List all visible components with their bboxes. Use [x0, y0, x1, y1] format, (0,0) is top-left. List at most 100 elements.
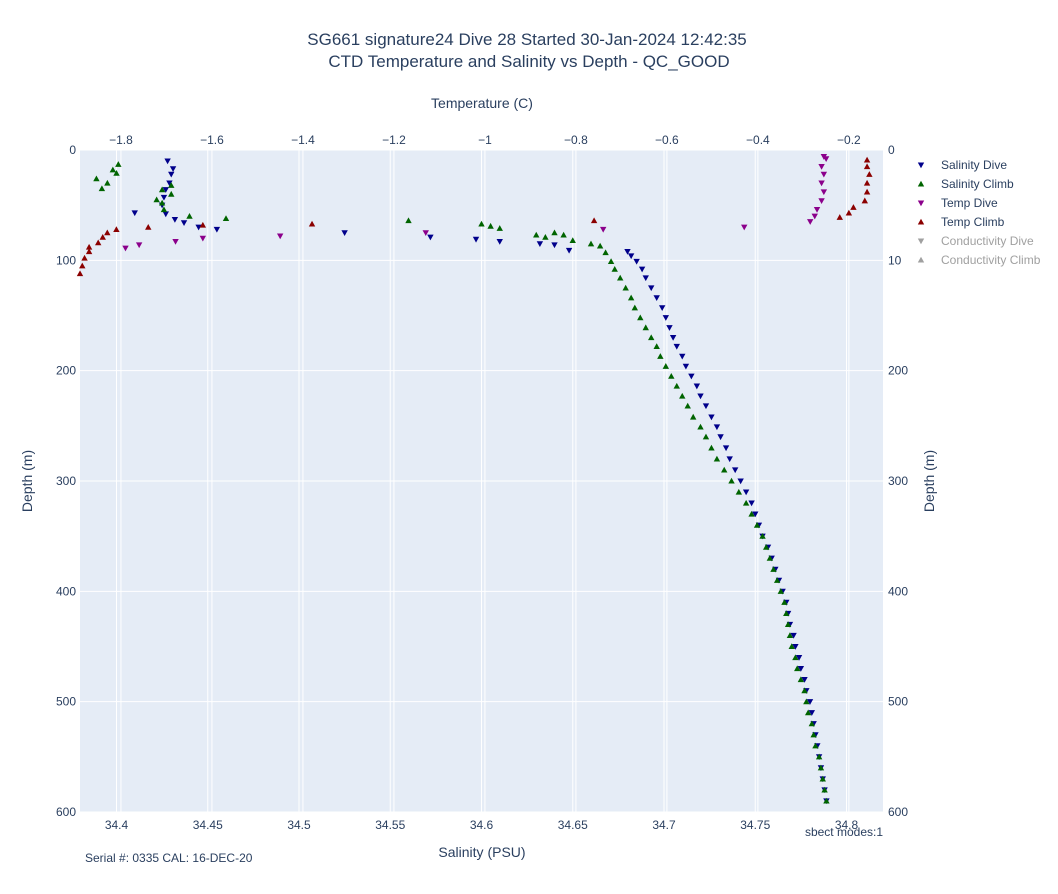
- depth-tick-label-right: 0: [888, 143, 895, 157]
- legend-item-conductivity-climb[interactable]: Conductivity Climb: [917, 253, 1041, 267]
- legend-marker-conductivity-dive: [917, 238, 925, 245]
- salinity-climb-point: [777, 588, 784, 594]
- depth-tick-labels-right: 0 10 200 300 400 500 600: [888, 143, 908, 819]
- salinity-climb-point: [642, 324, 649, 331]
- temp-dive-point: [818, 198, 825, 204]
- salinity-climb-point: [115, 161, 122, 167]
- temp-climb-point: [113, 226, 120, 232]
- temp-climb-point: [863, 179, 871, 186]
- temperature-tick-label: −1.6: [200, 133, 224, 147]
- depth-tick-label-right: 600: [888, 805, 908, 819]
- legend-item-temp-climb[interactable]: Temp Climb: [917, 215, 1005, 229]
- salinity-climb-point: [405, 217, 412, 224]
- salinity-climb-point: [93, 175, 100, 182]
- salinity-climb-point: [627, 294, 635, 301]
- salinity-dive-point: [679, 353, 686, 360]
- salinity-dive-point: [638, 266, 646, 273]
- salinity-climb-point: [222, 215, 230, 221]
- temp-climb-point: [79, 262, 86, 269]
- salinity-climb-point: [662, 363, 670, 369]
- salinity-climb-point: [560, 231, 567, 238]
- salinity-climb-point: [808, 720, 816, 727]
- legend-label-conductivity-dive: Conductivity Dive: [941, 234, 1034, 248]
- salinity-climb-point: [607, 258, 615, 264]
- salinity-dive-point: [472, 236, 480, 243]
- salinity-climb-point: [773, 577, 781, 583]
- serial-cal-note: Serial #: 0335 CAL: 16-DEC-20: [85, 851, 253, 865]
- salinity-tick-label: 34.75: [740, 818, 770, 832]
- salinity-climb-point: [797, 676, 805, 683]
- temperature-tick-label: −0.6: [655, 133, 679, 147]
- depth-axis-title-left: Depth (m): [19, 450, 35, 512]
- salinity-dive-point: [496, 239, 503, 245]
- salinity-climb-point: [792, 654, 799, 661]
- salinity-dive-point: [648, 285, 655, 292]
- salinity-dive-point: [702, 403, 710, 410]
- salinity-tick-label: 34.8: [835, 818, 859, 832]
- salinity-dive-point: [737, 478, 744, 485]
- salinity-climb-point: [823, 797, 830, 804]
- salinity-climb-point: [817, 764, 825, 771]
- salinity-dive-point: [726, 456, 733, 463]
- temp-dive-point: [135, 242, 143, 249]
- salinity-climb-point: [812, 742, 819, 749]
- salinity-climb-point: [713, 455, 721, 462]
- temp-climb-point: [836, 214, 843, 220]
- salinity-dive-point: [797, 666, 805, 672]
- salinity-dive-point: [164, 158, 171, 165]
- legend-item-temp-dive[interactable]: Temp Dive: [917, 196, 998, 210]
- salinity-dive-point: [169, 166, 177, 172]
- salinity-climb-point: [611, 265, 618, 272]
- salinity-climb-point: [496, 225, 503, 231]
- salinity-climb-point: [113, 169, 120, 176]
- salinity-climb-point: [748, 510, 755, 517]
- salinity-tick-label: 34.6: [470, 818, 494, 832]
- temp-dive-point: [813, 207, 821, 213]
- temp-climb-point: [85, 248, 93, 255]
- temp-climb-point: [76, 270, 84, 277]
- salinity-climb-point: [478, 220, 485, 227]
- salinity-climb-point: [801, 687, 808, 694]
- salinity-dive-point: [688, 373, 695, 380]
- salinity-climb-point: [794, 665, 801, 672]
- temp-climb-point: [861, 197, 869, 204]
- depth-tick-label-right: 300: [888, 474, 908, 488]
- depth-tick-label-left: 500: [56, 695, 76, 709]
- temp-dive-point: [122, 245, 129, 252]
- depth-tick-label-left: 200: [56, 364, 76, 378]
- salinity-dive-point: [168, 171, 175, 178]
- legend-item-salinity-climb[interactable]: Salinity Climb: [917, 177, 1014, 191]
- temp-dive-point: [820, 171, 828, 178]
- salinity-tick-label: 34.7: [652, 818, 676, 832]
- salinity-climb-point: [753, 521, 761, 528]
- legend-marker-salinity-climb: [917, 180, 925, 187]
- depth-axis-title-right: Depth (m): [921, 450, 937, 512]
- salinity-dive-point: [693, 383, 701, 390]
- salinity-climb-point: [810, 731, 817, 738]
- salinity-dive-point: [166, 180, 173, 187]
- legend-item-conductivity-dive[interactable]: Conductivity Dive: [917, 234, 1034, 248]
- salinity-climb-point: [186, 213, 193, 219]
- salinity-dive-point: [536, 241, 544, 247]
- temp-climb-point: [94, 239, 102, 246]
- salinity-climb-point: [679, 392, 686, 399]
- temp-climb-point: [845, 209, 853, 216]
- temperature-tick-label: −0.8: [564, 133, 588, 147]
- salinity-climb-point: [673, 382, 680, 389]
- salinity-climb-point: [742, 499, 750, 506]
- salinity-dive-point: [162, 211, 169, 218]
- salinity-climb-point: [542, 233, 549, 240]
- salinity-dive-point: [633, 258, 640, 265]
- salinity-dive-point: [808, 710, 816, 716]
- salinity-climb-point: [708, 444, 715, 451]
- salinity-climb-point: [803, 698, 810, 705]
- salinity-dive-point: [801, 677, 808, 683]
- salinity-dive-point: [341, 230, 348, 236]
- salinity-dive-point: [717, 434, 724, 441]
- legend-item-salinity-dive[interactable]: Salinity Dive: [917, 158, 1008, 172]
- salinity-dive-point: [742, 489, 750, 496]
- salinity-climb-point: [770, 566, 777, 572]
- temp-climb-point: [99, 233, 106, 240]
- salinity-climb-point: [153, 196, 160, 203]
- salinity-climb-point: [815, 753, 823, 760]
